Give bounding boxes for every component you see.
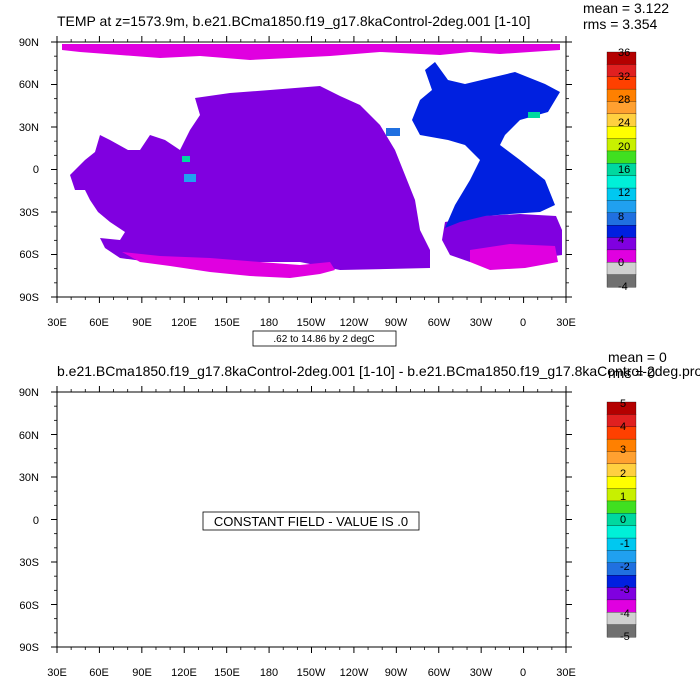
top-colorbar-labels: 36 32 28 24 20 16 12 8 4 0 -4 — [618, 47, 630, 293]
y-tick-label: 30N — [19, 472, 39, 484]
colorbar-label: 24 — [618, 117, 630, 129]
y-tick-label: 60S — [19, 600, 39, 612]
contour-info-box — [252, 330, 397, 347]
x-tick-label: 150E — [214, 317, 240, 329]
colorbar-label: 1 — [620, 491, 626, 503]
bottom-y-tick-labels: 90N 60N 30N 0 30S 60S 90S — [19, 387, 39, 654]
x-tick-label: 120E — [171, 667, 197, 679]
region-arctic — [62, 44, 560, 60]
x-tick-label: 60E — [89, 667, 109, 679]
top-panel: TEMP at z=1573.9m, b.e21.BCma1850.f19_g1… — [19, 0, 669, 347]
region-indonesia — [184, 174, 196, 182]
x-tick-label: 0 — [520, 317, 526, 329]
bottom-x-tick-labels: 30E 60E 90E 120E 150E 180 150W 120W 90W … — [47, 667, 576, 679]
colorbar-label: 5 — [620, 398, 626, 410]
top-x-tick-labels: 30E 60E 90E 120E 150E 180 150W 120W 90W … — [47, 317, 576, 329]
x-tick-label: 150W — [297, 667, 326, 679]
x-tick-label: 60E — [89, 317, 109, 329]
colorbar-label: 36 — [618, 47, 630, 59]
y-tick-label: 60S — [19, 249, 39, 261]
x-tick-label: 30E — [556, 317, 576, 329]
bottom-panel: mean = 0 rms = 0 b.e21.BCma1850.f19_g17.… — [19, 349, 700, 679]
constant-field-box — [202, 511, 420, 531]
y-tick-label: 0 — [33, 164, 39, 176]
constant-field-note: CONSTANT FIELD - VALUE IS .0 — [214, 514, 408, 529]
bottom-colorbar-labels: 5 4 3 2 1 0 -1 -2 -3 -4 -5 — [620, 398, 630, 643]
x-tick-label: 30E — [47, 317, 67, 329]
region-weddell — [470, 244, 558, 270]
bottom-mean: mean = 0 — [608, 349, 667, 365]
y-tick-label: 90S — [19, 292, 39, 304]
y-tick-label: 30N — [19, 122, 39, 134]
y-tick-label: 90N — [19, 387, 39, 399]
top-colorbar — [606, 51, 637, 288]
colorbar-label: 12 — [618, 187, 630, 199]
x-tick-label: 150W — [297, 317, 326, 329]
colorbar-label: 28 — [618, 94, 630, 106]
colorbar-label: -2 — [620, 561, 630, 573]
colorbar-label: 32 — [618, 71, 630, 83]
colorbar-label: 20 — [618, 141, 630, 153]
colorbar-label: -4 — [620, 608, 630, 620]
colorbar-label: 0 — [618, 257, 624, 269]
x-tick-label: 120E — [171, 317, 197, 329]
y-tick-label: 0 — [33, 515, 39, 527]
colorbar-label: 3 — [620, 444, 626, 456]
contour-info: .62 to 14.86 by 2 degC — [273, 334, 374, 345]
y-tick-label: 90N — [19, 37, 39, 49]
colorbar-label: -1 — [620, 538, 630, 550]
bottom-title: b.e21.BCma1850.f19_g17.8kaControl-2deg.0… — [57, 363, 700, 379]
bottom-colorbar — [606, 401, 637, 638]
x-tick-label: 30W — [470, 667, 493, 679]
x-tick-label: 180 — [260, 317, 278, 329]
top-title: TEMP at z=1573.9m, b.e21.BCma1850.f19_g1… — [57, 13, 530, 29]
x-tick-label: 0 — [520, 667, 526, 679]
region-pacific — [70, 86, 430, 270]
colorbar-label: 0 — [620, 514, 626, 526]
x-tick-label: 30W — [470, 317, 493, 329]
region-red-sea — [528, 112, 540, 118]
region-gulf — [182, 156, 190, 162]
top-y-tick-labels: 90N 60N 30N 0 30S 60S 90S — [19, 37, 39, 304]
colorbar-label: 16 — [618, 164, 630, 176]
top-rms: rms = 3.354 — [583, 16, 658, 32]
colorbar-label: -3 — [620, 584, 630, 596]
x-tick-label: 60W — [428, 667, 451, 679]
x-tick-label: 150E — [214, 667, 240, 679]
x-tick-label: 30E — [47, 667, 67, 679]
top-ticks — [51, 36, 572, 303]
x-tick-label: 90W — [385, 317, 408, 329]
colorbar-label: -5 — [620, 631, 630, 643]
x-tick-label: 180 — [260, 667, 278, 679]
x-tick-label: 90E — [132, 667, 152, 679]
x-tick-label: 60W — [428, 317, 451, 329]
region-antarctic-margin — [122, 252, 335, 278]
colorbar-label: 4 — [620, 421, 626, 433]
top-map — [57, 42, 566, 297]
bottom-ticks — [51, 386, 572, 653]
x-tick-label: 90E — [132, 317, 152, 329]
colorbar-swatch — [606, 624, 637, 638]
x-tick-label: 120W — [340, 317, 369, 329]
y-tick-label: 60N — [19, 430, 39, 442]
colorbar-label: 4 — [618, 234, 624, 246]
colorbar-label: 8 — [618, 211, 624, 223]
y-tick-label: 90S — [19, 642, 39, 654]
region-med — [386, 128, 400, 136]
region-atlantic — [412, 62, 560, 228]
x-tick-label: 30E — [556, 667, 576, 679]
top-mean: mean = 3.122 — [583, 0, 669, 16]
x-tick-label: 90W — [385, 667, 408, 679]
y-tick-label: 30S — [19, 557, 39, 569]
colorbar-swatch — [606, 274, 637, 288]
y-tick-label: 30S — [19, 207, 39, 219]
colorbar-swatch — [606, 525, 637, 539]
x-tick-label: 120W — [340, 667, 369, 679]
bottom-rms: rms = 0 — [608, 365, 655, 381]
colorbar-label: 2 — [620, 468, 626, 480]
colorbar-label: -4 — [618, 281, 628, 293]
y-tick-label: 60N — [19, 79, 39, 91]
